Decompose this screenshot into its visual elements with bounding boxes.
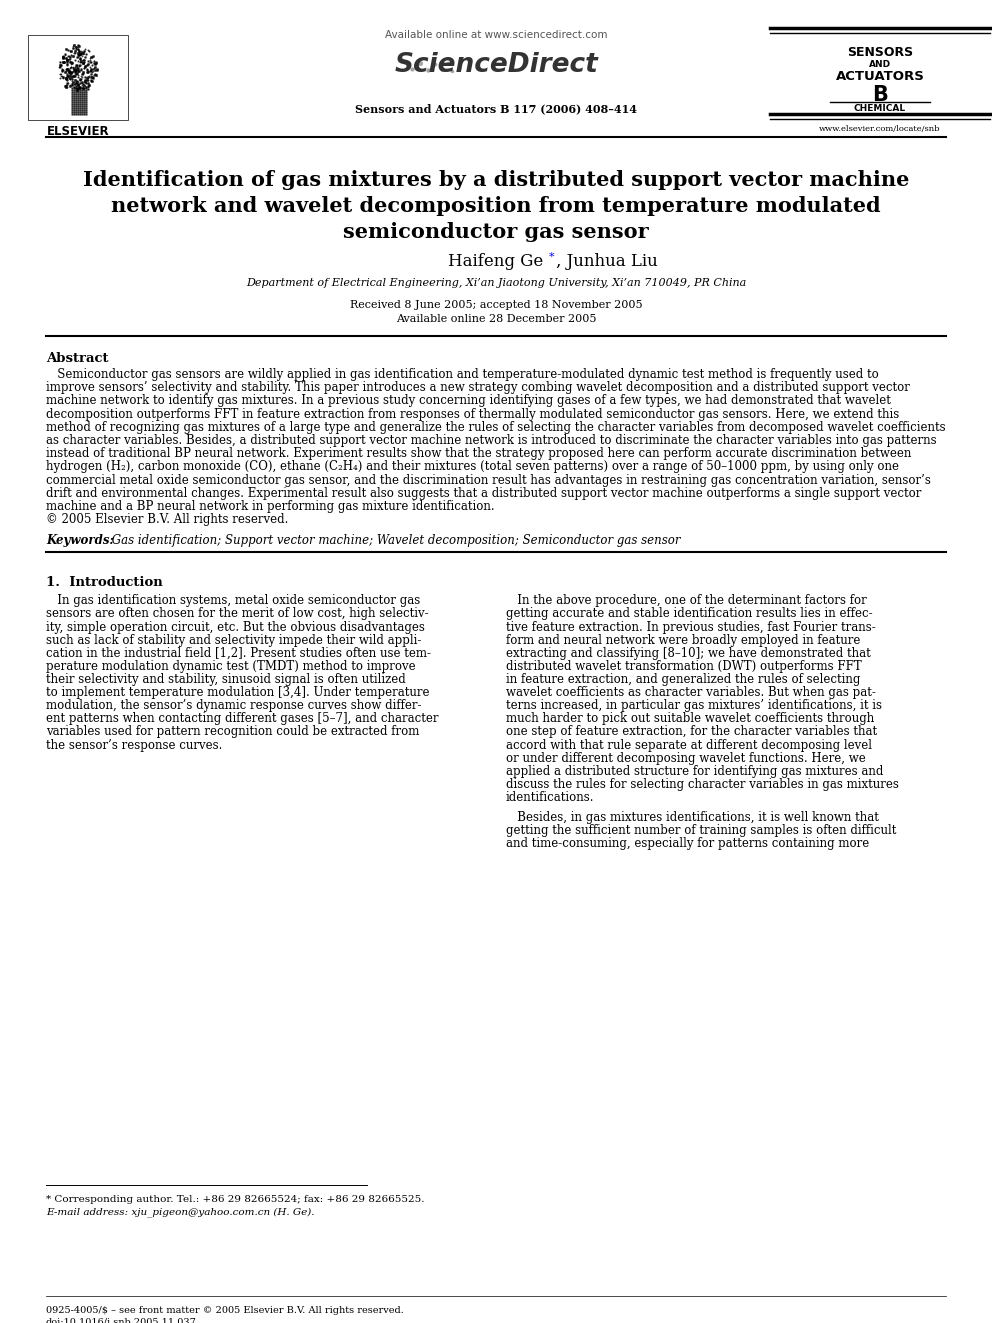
Text: In gas identification systems, metal oxide semiconductor gas: In gas identification systems, metal oxi… bbox=[46, 594, 421, 607]
Text: much harder to pick out suitable wavelet coefficients through: much harder to pick out suitable wavelet… bbox=[506, 712, 874, 725]
Text: Available online at www.sciencedirect.com: Available online at www.sciencedirect.co… bbox=[385, 30, 607, 40]
Text: one step of feature extraction, for the character variables that: one step of feature extraction, for the … bbox=[506, 725, 877, 738]
Text: 0925-4005/$ – see front matter © 2005 Elsevier B.V. All rights reserved.: 0925-4005/$ – see front matter © 2005 El… bbox=[46, 1306, 404, 1315]
Text: in feature extraction, and generalized the rules of selecting: in feature extraction, and generalized t… bbox=[506, 673, 860, 687]
Text: modulation, the sensor’s dynamic response curves show differ-: modulation, the sensor’s dynamic respons… bbox=[46, 699, 422, 712]
Text: cation in the industrial field [1,2]. Present studies often use tem-: cation in the industrial field [1,2]. Pr… bbox=[46, 647, 431, 660]
Text: machine network to identify gas mixtures. In a previous study concerning identif: machine network to identify gas mixtures… bbox=[46, 394, 891, 407]
Text: wavelet coefficients as character variables. But when gas pat-: wavelet coefficients as character variab… bbox=[506, 687, 876, 699]
Text: ScienceDirect: ScienceDirect bbox=[394, 52, 598, 78]
Text: Besides, in gas mixtures identifications, it is well known that: Besides, in gas mixtures identifications… bbox=[506, 811, 879, 824]
Text: variables used for pattern recognition could be extracted from: variables used for pattern recognition c… bbox=[46, 725, 420, 738]
Text: machine and a BP neural network in performing gas mixture identification.: machine and a BP neural network in perfo… bbox=[46, 500, 495, 513]
Text: *: * bbox=[549, 251, 555, 262]
Text: identifications.: identifications. bbox=[506, 791, 594, 804]
Text: CHEMICAL: CHEMICAL bbox=[854, 105, 906, 112]
Text: getting accurate and stable identification results lies in effec-: getting accurate and stable identificati… bbox=[506, 607, 873, 620]
Text: ity, simple operation circuit, etc. But the obvious disadvantages: ity, simple operation circuit, etc. But … bbox=[46, 620, 425, 634]
Text: Haifeng Ge: Haifeng Ge bbox=[448, 253, 544, 270]
Text: ACTUATORS: ACTUATORS bbox=[835, 70, 925, 83]
Text: instead of traditional BP neural network. Experiment results show that the strat: instead of traditional BP neural network… bbox=[46, 447, 912, 460]
Text: doi:10.1016/j.snb.2005.11.037: doi:10.1016/j.snb.2005.11.037 bbox=[46, 1318, 196, 1323]
Text: applied a distributed structure for identifying gas mixtures and: applied a distributed structure for iden… bbox=[506, 765, 883, 778]
Text: hydrogen (H₂), carbon monoxide (CO), ethane (C₂H₄) and their mixtures (total sev: hydrogen (H₂), carbon monoxide (CO), eth… bbox=[46, 460, 899, 474]
Text: commercial metal oxide semiconductor gas sensor, and the discrimination result h: commercial metal oxide semiconductor gas… bbox=[46, 474, 930, 487]
Text: tive feature extraction. In previous studies, fast Fourier trans-: tive feature extraction. In previous stu… bbox=[506, 620, 876, 634]
Text: Semiconductor gas sensors are wildly applied in gas identification and temperatu: Semiconductor gas sensors are wildly app… bbox=[46, 368, 879, 381]
Text: as character variables. Besides, a distributed support vector machine network is: as character variables. Besides, a distr… bbox=[46, 434, 936, 447]
Text: and time-consuming, especially for patterns containing more: and time-consuming, especially for patte… bbox=[506, 837, 869, 851]
Text: to implement temperature modulation [3,4]. Under temperature: to implement temperature modulation [3,4… bbox=[46, 687, 430, 699]
Text: semiconductor gas sensor: semiconductor gas sensor bbox=[343, 222, 649, 242]
Text: , Junhua Liu: , Junhua Liu bbox=[556, 253, 658, 270]
Text: Abstract: Abstract bbox=[46, 352, 108, 365]
Text: www.elsevier.com/locate/snb: www.elsevier.com/locate/snb bbox=[819, 124, 940, 134]
Text: form and neural network were broadly employed in feature: form and neural network were broadly emp… bbox=[506, 634, 860, 647]
Text: their selectivity and stability, sinusoid signal is often utilized: their selectivity and stability, sinusoi… bbox=[46, 673, 406, 687]
Text: Received 8 June 2005; accepted 18 November 2005: Received 8 June 2005; accepted 18 Novemb… bbox=[350, 300, 642, 310]
Text: terns increased, in particular gas mixtures’ identifications, it is: terns increased, in particular gas mixtu… bbox=[506, 699, 882, 712]
Text: AND: AND bbox=[869, 60, 891, 69]
Text: Gas identification; Support vector machine; Wavelet decomposition; Semiconductor: Gas identification; Support vector machi… bbox=[108, 534, 681, 548]
Text: drift and environmental changes. Experimental result also suggests that a distri: drift and environmental changes. Experim… bbox=[46, 487, 922, 500]
Text: In the above procedure, one of the determinant factors for: In the above procedure, one of the deter… bbox=[506, 594, 867, 607]
Text: E-mail address: xju_pigeon@yahoo.com.cn (H. Ge).: E-mail address: xju_pigeon@yahoo.com.cn … bbox=[46, 1207, 314, 1217]
Text: 1.  Introduction: 1. Introduction bbox=[46, 577, 163, 590]
Text: ent patterns when contacting different gases [5–7], and character: ent patterns when contacting different g… bbox=[46, 712, 438, 725]
Text: improve sensors’ selectivity and stability. This paper introduces a new strategy: improve sensors’ selectivity and stabili… bbox=[46, 381, 910, 394]
Text: Keywords:: Keywords: bbox=[46, 534, 118, 548]
Text: Available online 28 December 2005: Available online 28 December 2005 bbox=[396, 314, 596, 324]
Text: B: B bbox=[872, 85, 888, 105]
Text: decomposition outperforms FFT in feature extraction from responses of thermally : decomposition outperforms FFT in feature… bbox=[46, 407, 900, 421]
Text: ELSEVIER: ELSEVIER bbox=[47, 124, 109, 138]
Text: sensors are often chosen for the merit of low cost, high selectiv-: sensors are often chosen for the merit o… bbox=[46, 607, 429, 620]
Text: discuss the rules for selecting character variables in gas mixtures: discuss the rules for selecting characte… bbox=[506, 778, 899, 791]
Text: accord with that rule separate at different decomposing level: accord with that rule separate at differ… bbox=[506, 738, 872, 751]
Text: Sensors and Actuators B 117 (2006) 408–414: Sensors and Actuators B 117 (2006) 408–4… bbox=[355, 103, 637, 114]
Text: method of recognizing gas mixtures of a large type and generalize the rules of s: method of recognizing gas mixtures of a … bbox=[46, 421, 945, 434]
Text: * Corresponding author. Tel.: +86 29 82665524; fax: +86 29 82665525.: * Corresponding author. Tel.: +86 29 826… bbox=[46, 1195, 425, 1204]
Text: SENSORS: SENSORS bbox=[847, 46, 913, 60]
Text: Identification of gas mixtures by a distributed support vector machine: Identification of gas mixtures by a dist… bbox=[82, 169, 910, 191]
Text: network and wavelet decomposition from temperature modulated: network and wavelet decomposition from t… bbox=[111, 196, 881, 216]
Text: such as lack of stability and selectivity impede their wild appli-: such as lack of stability and selectivit… bbox=[46, 634, 422, 647]
Text: getting the sufficient number of training samples is often difficult: getting the sufficient number of trainin… bbox=[506, 824, 897, 837]
Text: extracting and classifying [8–10]; we have demonstrated that: extracting and classifying [8–10]; we ha… bbox=[506, 647, 871, 660]
Text: the sensor’s response curves.: the sensor’s response curves. bbox=[46, 738, 222, 751]
Text: © 2005 Elsevier B.V. All rights reserved.: © 2005 Elsevier B.V. All rights reserved… bbox=[46, 513, 289, 527]
Text: distributed wavelet transformation (DWT) outperforms FFT: distributed wavelet transformation (DWT)… bbox=[506, 660, 862, 673]
Text: perature modulation dynamic test (TMDT) method to improve: perature modulation dynamic test (TMDT) … bbox=[46, 660, 416, 673]
Bar bbox=[28, 34, 128, 120]
Text: or under different decomposing wavelet functions. Here, we: or under different decomposing wavelet f… bbox=[506, 751, 866, 765]
Text: Department of Electrical Engineering, Xi’an Jiaotong University, Xi’an 710049, P: Department of Electrical Engineering, Xi… bbox=[246, 278, 746, 288]
